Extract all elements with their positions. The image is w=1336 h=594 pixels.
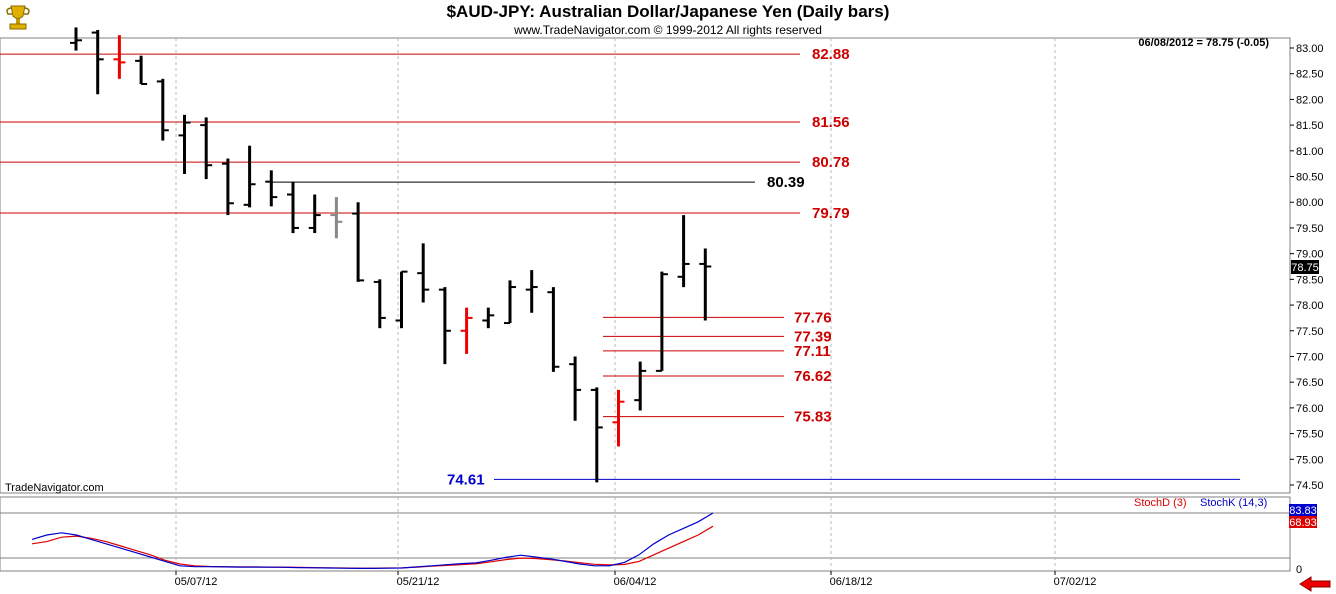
- stoch-lines: [31, 512, 714, 570]
- price-bar: [590, 387, 603, 483]
- y-tick-label: 74.50: [1296, 480, 1324, 492]
- level-label: 74.61: [447, 471, 485, 488]
- x-tick-label: 07/02/12: [1054, 576, 1097, 588]
- y-tick-label: 76.50: [1296, 377, 1324, 389]
- price-axis: 83.00 82.50 82.00 81.50 81.00 80.50 80.00 79.50…: [1290, 43, 1324, 492]
- stochk-value-box: [1289, 504, 1317, 516]
- level-label: 80.39: [767, 174, 805, 191]
- price-bar: [70, 27, 82, 51]
- price-bar: [352, 202, 365, 282]
- price-bar: [156, 78, 169, 141]
- x-tick-label: 05/07/12: [175, 576, 218, 588]
- y-tick-label: 75.50: [1296, 429, 1324, 441]
- price-bar: [482, 307, 495, 329]
- y-tick-label: 82.00: [1296, 94, 1324, 106]
- stochd-legend: StochD (3): [1134, 497, 1187, 509]
- y-tick-label: 75.00: [1296, 454, 1324, 466]
- date-axis: 05/07/12 05/21/12 06/04/12 06/18/12 07/02/12: [175, 571, 1097, 588]
- y-tick-label: 81.00: [1296, 146, 1324, 158]
- chart-title: $AUD-JPY: Australian Dollar/Japanese Yen…: [447, 2, 890, 21]
- price-bar: [135, 55, 148, 85]
- stochk-legend: StochK (14,3): [1200, 497, 1267, 509]
- price-bar: [265, 170, 278, 207]
- stochk-line: [31, 512, 714, 570]
- price-bar: [634, 361, 647, 411]
- stoch-vertical-gridlines: [175, 497, 1056, 571]
- price-bar: [612, 389, 625, 447]
- price-bar: [569, 356, 582, 421]
- stoch-panel: [0, 496, 1291, 572]
- price-bar: [438, 287, 451, 365]
- y-tick-label: 80.00: [1296, 197, 1324, 209]
- level-label: 80.78: [812, 154, 850, 171]
- y-tick-label: 77.50: [1296, 326, 1324, 338]
- y-tick-label: 82.50: [1296, 69, 1324, 81]
- price-bar: [395, 270, 408, 329]
- level-label: 75.83: [794, 409, 832, 426]
- price-bar: [417, 243, 430, 303]
- price-bar: [525, 270, 538, 313]
- level-label: 82.88: [812, 46, 850, 63]
- price-bar: [330, 197, 343, 239]
- price-bar: [113, 35, 126, 79]
- vertical-gridlines: [175, 38, 1056, 493]
- price-bar: [243, 145, 256, 208]
- red-left-arrow-icon[interactable]: [1298, 576, 1332, 592]
- price-bar: [308, 194, 321, 234]
- y-tick-label: 78.00: [1296, 300, 1324, 312]
- price-bar: [178, 114, 191, 174]
- x-tick-label: 06/18/12: [830, 576, 873, 588]
- price-panel: [0, 37, 1291, 494]
- level-label: 77.39: [794, 328, 832, 345]
- last-price-box: [1291, 260, 1319, 274]
- price-bar: [699, 248, 712, 321]
- y-tick-label: 79.50: [1296, 223, 1324, 235]
- price-bar: [655, 271, 668, 372]
- price-bar: [221, 158, 234, 216]
- level-label: 79.79: [812, 205, 850, 222]
- level-label: 77.11: [794, 343, 831, 360]
- price-bar: [200, 117, 213, 180]
- price-bar: [547, 287, 560, 372]
- stochk-value: 83.83: [1289, 505, 1317, 517]
- quote-readout: 06/08/2012 = 78.75 (-0.05): [1138, 37, 1269, 49]
- price-bar: [504, 280, 516, 325]
- price-bar: [373, 279, 386, 329]
- y-tick-label: 77.00: [1296, 351, 1324, 363]
- copyright-text: www.TradeNavigator.com © 1999-2012 All r…: [513, 23, 822, 37]
- stoch-axis-zero: 0: [1296, 564, 1302, 576]
- level-label: 77.76: [794, 309, 832, 326]
- last-price-label: 78.75: [1291, 262, 1319, 274]
- price-bar: [91, 30, 104, 95]
- price-bar: [287, 181, 299, 234]
- logo-icon: [2, 2, 34, 32]
- x-tick-label: 06/04/12: [614, 576, 657, 588]
- price-levels: 82.88 81.56 80.78 80.39 79.79 77.76 77.3977.11…: [0, 46, 1240, 488]
- stochd-value: 68.93: [1289, 517, 1317, 529]
- watermark: TradeNavigator.com: [5, 482, 104, 494]
- level-label: 76.62: [794, 368, 832, 385]
- y-tick-label: 83.00: [1296, 43, 1324, 55]
- y-tick-label: 78.50: [1296, 274, 1324, 286]
- y-tick-label: 79.00: [1296, 249, 1324, 261]
- y-tick-label: 81.50: [1296, 120, 1324, 132]
- price-bars: [70, 27, 712, 483]
- y-tick-label: 80.50: [1296, 172, 1324, 184]
- price-bar: [460, 307, 473, 354]
- y-tick-label: 76.00: [1296, 403, 1324, 415]
- price-bar: [677, 215, 690, 288]
- stochd-value-box: [1289, 516, 1317, 528]
- level-label: 81.56: [812, 114, 850, 131]
- x-tick-label: 05/21/12: [397, 576, 440, 588]
